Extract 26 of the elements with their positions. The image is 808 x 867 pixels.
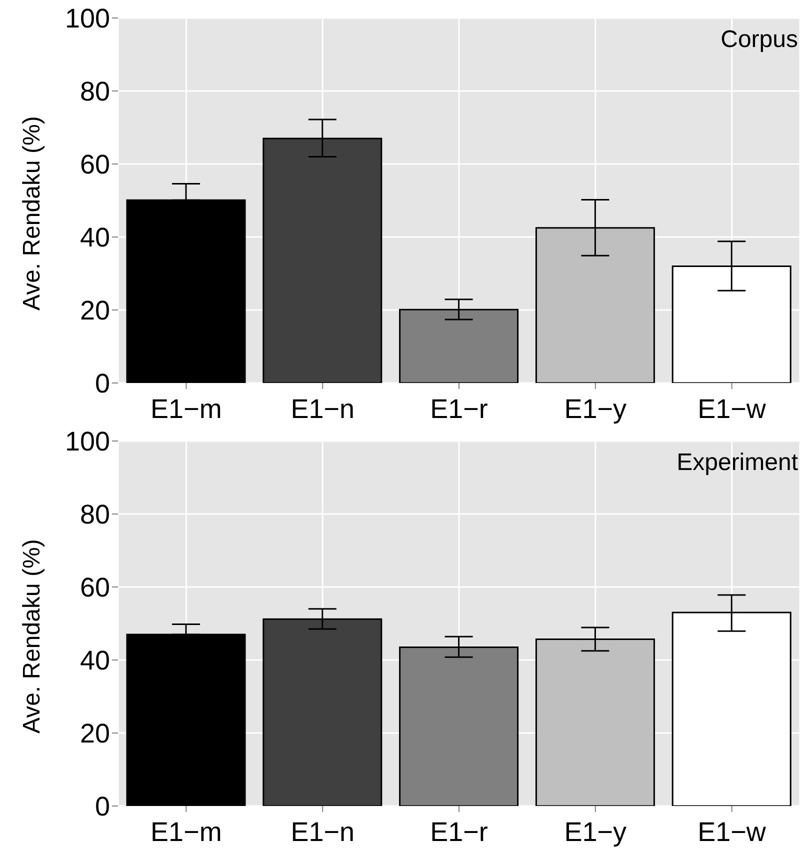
annotation: Corpus xyxy=(720,26,798,54)
x-tick-label: E1−r xyxy=(430,394,488,424)
y-tick-label: 80 xyxy=(80,76,110,107)
y-tick-label: 80 xyxy=(80,500,110,530)
x-tick-label: E1−m xyxy=(150,394,222,424)
y-tick-label: 100 xyxy=(64,4,110,34)
y-tick-label: 0 xyxy=(94,368,110,399)
y-tick-label: 40 xyxy=(80,222,110,253)
annotation: Experiment xyxy=(676,449,798,477)
y-tick-label: 20 xyxy=(80,718,110,749)
y-tick-label: 60 xyxy=(80,572,110,603)
x-tick-label: E1−w xyxy=(698,817,766,848)
x-tick-label: E1−n xyxy=(290,394,355,424)
x-tick-label: E1−y xyxy=(564,394,628,424)
y-tick-label: 40 xyxy=(80,646,110,676)
y-tick-label: 60 xyxy=(80,150,110,180)
x-tick-label: E1−w xyxy=(698,394,766,424)
x-tick-label: E1−y xyxy=(564,817,628,848)
x-tick-label: E1−m xyxy=(150,817,222,848)
y-tick-label: 100 xyxy=(64,426,110,457)
x-tick-label: E1−n xyxy=(290,817,355,848)
y-axis-title: Ave. Rendaku (%) xyxy=(18,116,46,310)
y-tick-label: 0 xyxy=(94,792,110,822)
x-tick-label: E1−r xyxy=(430,817,488,848)
y-axis-title: Ave. Rendaku (%) xyxy=(18,539,46,734)
y-tick-label: 20 xyxy=(80,296,110,326)
